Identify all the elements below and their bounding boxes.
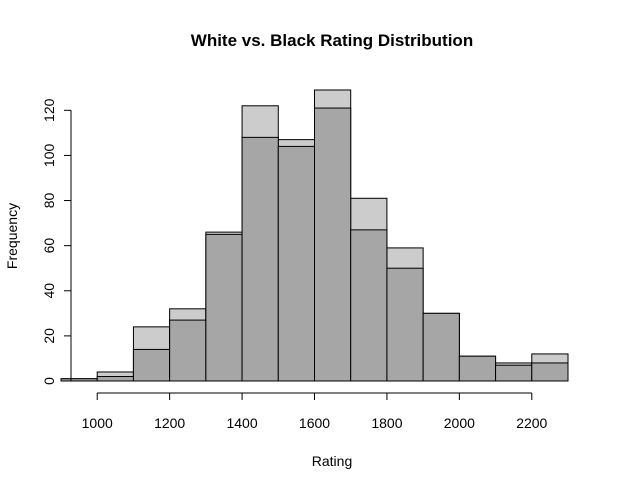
black-bar xyxy=(241,136,279,382)
x-axis: 1000 1200 1400 1600 1800 2000 2200 xyxy=(82,392,548,431)
black-bar xyxy=(169,319,207,382)
x-tick-label: 1600 xyxy=(299,415,330,431)
y-tick-label: 100 xyxy=(41,144,57,168)
black-bar xyxy=(277,145,316,382)
black-bar xyxy=(205,233,243,382)
y-axis-label: Frequency xyxy=(4,203,20,269)
black-bar xyxy=(314,107,352,382)
y-tick-label: 60 xyxy=(41,238,57,254)
black-series-bars xyxy=(60,107,569,382)
x-tick-label: 1000 xyxy=(82,415,113,431)
black-bar xyxy=(96,375,134,382)
x-tick-label: 2000 xyxy=(444,415,475,431)
black-bar xyxy=(531,362,569,382)
x-tick-label: 1400 xyxy=(226,415,257,431)
black-bar xyxy=(422,312,460,382)
black-bar xyxy=(386,267,424,382)
black-bar xyxy=(132,348,171,382)
x-axis-label: Rating xyxy=(312,453,352,469)
y-tick-label: 40 xyxy=(41,283,57,299)
black-bar xyxy=(458,355,497,382)
black-bar xyxy=(350,229,388,382)
x-tick-label: 2200 xyxy=(516,415,547,431)
y-axis: 0 20 40 60 80 100 120 xyxy=(41,98,72,385)
x-tick-label: 1200 xyxy=(154,415,185,431)
y-tick-label: 20 xyxy=(41,328,57,344)
y-tick-label: 80 xyxy=(41,193,57,209)
y-tick-label: 120 xyxy=(41,98,57,122)
chart-title: White vs. Black Rating Distribution xyxy=(191,31,473,50)
y-tick-label: 0 xyxy=(41,377,57,385)
x-tick-label: 1800 xyxy=(371,415,402,431)
black-bar xyxy=(495,364,533,382)
